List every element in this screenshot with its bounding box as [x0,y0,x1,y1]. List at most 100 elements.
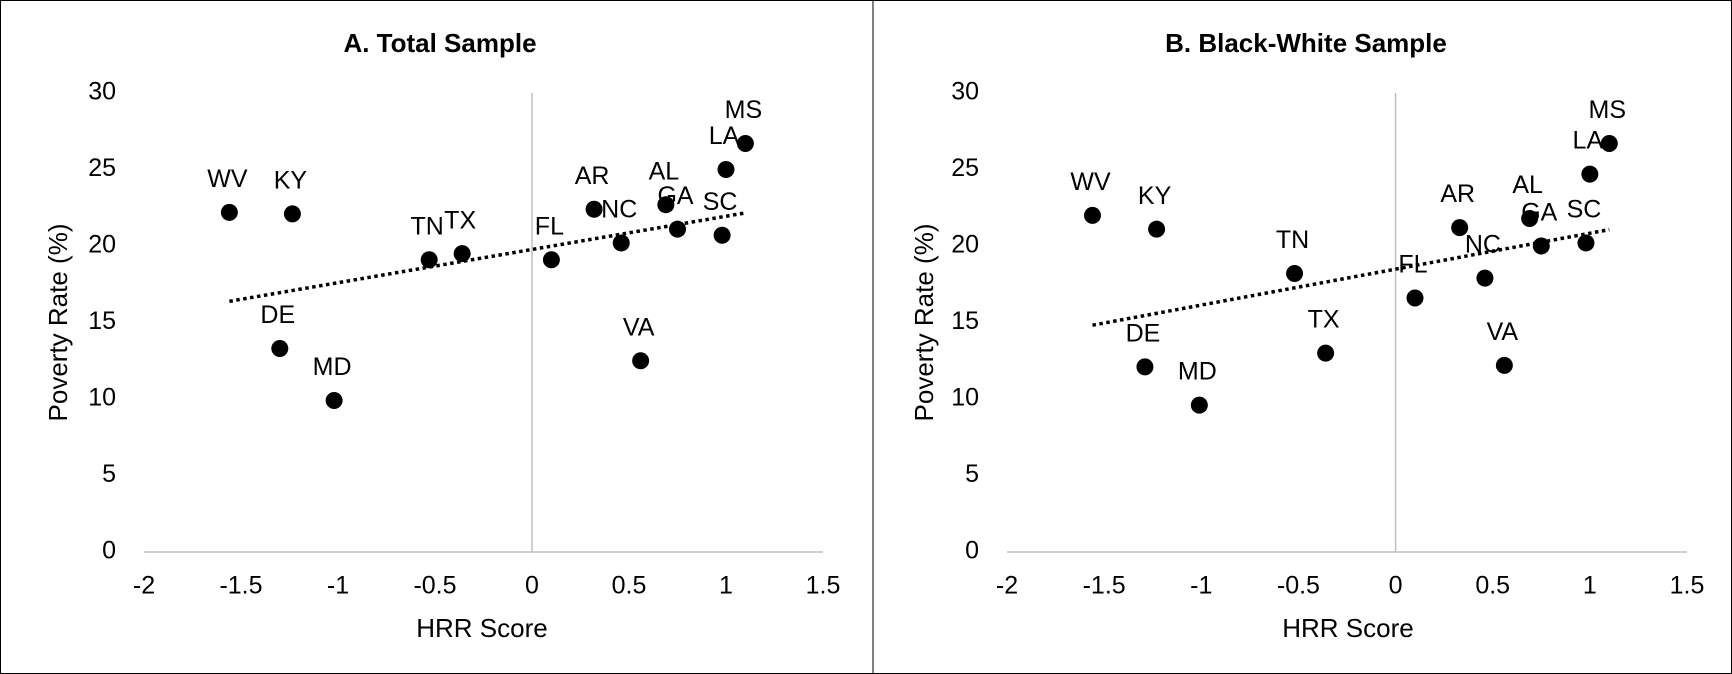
data-point [420,251,438,269]
x-tick-label: 0 [525,572,539,600]
point-label: FL [535,212,564,240]
data-point [271,340,289,358]
x-tick-label: -1.5 [1083,572,1126,600]
point-label: SC [1567,196,1602,224]
data-point [1083,206,1101,224]
chart-panel: B. Black-White Sample HRR Score Poverty Ra… [909,28,1705,643]
data-point [1521,209,1539,227]
data-point [713,226,731,244]
point-label: DE [1126,319,1161,347]
point-label: AL [649,157,680,185]
point-label: TX [444,206,476,234]
x-tick-label: 1.5 [1670,572,1705,600]
x-tick-label: 1 [1583,572,1597,600]
y-tick-label: 0 [102,537,116,565]
x-axis-label: HRR Score [416,613,547,643]
x-tick-label: -0.5 [413,572,456,600]
data-point [1600,134,1618,152]
point-label: LA [709,122,740,150]
data-point [1451,219,1469,237]
data-point [1495,356,1513,374]
y-axis-label: Poverty Rate (%) [43,224,73,422]
y-tick-label: 10 [88,384,116,412]
y-tick-label: 5 [102,460,116,488]
x-tick-label: -1 [1190,572,1212,600]
x-tick-label: 0.5 [612,572,647,600]
point-label: MD [313,353,352,381]
x-tick-label: -1 [327,572,349,600]
y-tick-label: 15 [951,307,979,335]
x-tick-label: -2 [133,572,155,600]
data-point [669,220,686,238]
point-label: AR [1440,180,1475,208]
y-tick-label: 15 [88,307,116,335]
trendline [229,211,746,304]
data-point [657,196,675,214]
data-point [283,205,301,223]
point-label: LA [1573,127,1604,155]
y-tick-label: 20 [951,231,979,259]
y-tick-label: 30 [951,78,979,106]
y-tick-label: 5 [965,460,979,488]
point-label: AR [575,162,610,190]
data-point [1581,165,1599,183]
point-label: TN [411,212,444,240]
data-point [1136,358,1154,376]
data-point [220,203,238,221]
x-tick-label: 1.5 [806,572,841,600]
data-point [1286,265,1304,283]
data-point [1190,396,1208,414]
x-tick-label: 0.5 [1475,572,1510,600]
x-tick-label: -1.5 [219,572,262,600]
point-label: TX [1308,306,1340,334]
data-point [453,245,471,263]
point-label: NC [1465,231,1501,259]
point-label: VA [623,313,655,341]
data-point [1406,289,1424,307]
data-point [632,352,650,370]
y-tick-label: 20 [88,231,116,259]
data-point [736,134,754,152]
point-label: NC [601,196,637,224]
point-label: WV [1070,168,1111,196]
data-point [1476,269,1494,287]
point-label: AL [1512,171,1543,199]
data-point [1532,237,1550,255]
x-tick-label: 1 [719,572,733,600]
data-point [717,161,735,178]
chart-title: A. Total Sample [343,28,536,58]
y-tick-label: 10 [951,384,979,412]
point-label: TN [1276,226,1309,254]
x-tick-label: 0 [1389,572,1403,600]
data-point [325,392,343,410]
chart-title: B. Black-White Sample [1165,28,1447,58]
point-label: KY [274,166,308,194]
point-label: GA [657,182,693,210]
data-point [585,200,603,218]
data-point [612,234,630,252]
point-label: MS [1589,96,1627,124]
y-axis-label: Poverty Rate (%) [909,224,939,422]
data-point [1577,234,1595,252]
data-point [1317,344,1335,362]
point-label: MD [1178,358,1217,386]
data-point [1148,220,1166,238]
point-label: VA [1487,318,1519,346]
x-tick-label: -2 [996,572,1018,600]
y-tick-label: 0 [965,537,979,565]
x-axis-label: HRR Score [1282,613,1413,643]
data-point [542,251,560,269]
point-label: MS [725,96,763,124]
x-tick-label: -0.5 [1277,572,1320,600]
chart-panel: A. Total Sample HRR Score Poverty Rate (%)… [43,28,841,643]
y-tick-label: 30 [88,78,116,106]
point-label: KY [1138,182,1172,210]
point-label: FL [1398,251,1427,279]
point-label: WV [207,165,248,193]
y-tick-label: 25 [88,154,116,182]
y-tick-label: 25 [951,154,979,182]
point-label: DE [260,301,295,329]
point-label: GA [1521,199,1557,227]
